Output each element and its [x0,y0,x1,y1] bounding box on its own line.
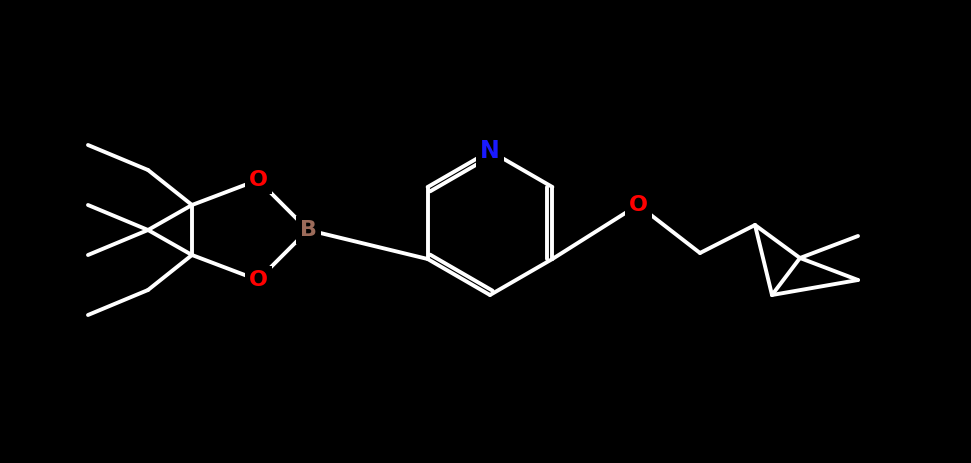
Text: B: B [299,220,317,240]
Text: N: N [480,139,500,163]
Text: O: O [249,270,267,290]
Text: O: O [628,195,648,215]
Text: O: O [249,170,267,190]
